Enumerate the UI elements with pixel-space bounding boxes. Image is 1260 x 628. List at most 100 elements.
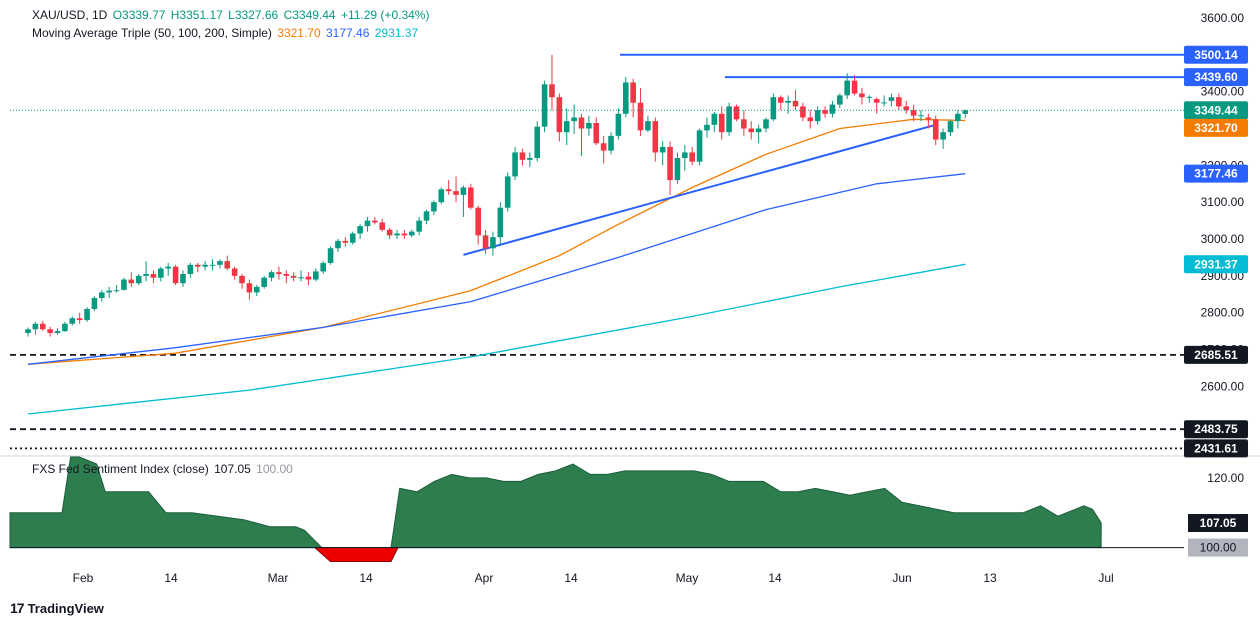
price-label-ma50: 3321.70 bbox=[1194, 121, 1238, 135]
price-label-last: 3349.44 bbox=[1194, 103, 1238, 117]
candle-body bbox=[741, 119, 747, 129]
close-value: C3349.44 bbox=[283, 8, 336, 22]
candle-body bbox=[62, 323, 68, 332]
candle-body bbox=[32, 323, 39, 330]
y-tick-label: 3000.00 bbox=[1201, 232, 1245, 246]
candle-body bbox=[851, 80, 858, 94]
candle-body bbox=[25, 329, 31, 333]
x-tick-label: Jun bbox=[892, 571, 911, 585]
candle-body bbox=[962, 110, 969, 114]
candle-body bbox=[165, 266, 172, 269]
indicator-label[interactable]: FXS Fed Sentiment Index (close) bbox=[32, 462, 209, 476]
candle-body bbox=[327, 248, 334, 263]
level-label: 2685.51 bbox=[1194, 348, 1238, 362]
x-tick-label: 14 bbox=[164, 571, 178, 585]
candle-body bbox=[571, 117, 577, 122]
candle-body bbox=[711, 113, 718, 125]
candle-body bbox=[504, 176, 511, 208]
candle-body bbox=[630, 82, 636, 103]
sentiment-base-label: 100.00 bbox=[1200, 541, 1237, 555]
tradingview-logo-icon: 17 bbox=[10, 600, 25, 616]
candle-body bbox=[349, 233, 356, 243]
candle-body bbox=[844, 80, 850, 96]
candle-body bbox=[873, 99, 880, 103]
ma-header: Moving Average Triple (50, 100, 200, Sim… bbox=[32, 26, 420, 40]
ohlc-header: XAU/USD, 1D O3339.77 H3351.17 L3327.66 C… bbox=[32, 8, 431, 22]
candle-body bbox=[718, 113, 725, 133]
ma200-value: 2931.37 bbox=[374, 26, 419, 40]
candle-body bbox=[239, 275, 245, 284]
level-label: 2431.61 bbox=[1194, 441, 1238, 455]
candle-body bbox=[209, 264, 216, 266]
tradingview-brand-name: TradingView bbox=[27, 600, 104, 616]
candle-body bbox=[150, 274, 157, 278]
candle-body bbox=[527, 157, 533, 160]
candle-body bbox=[246, 283, 253, 293]
level-label-box bbox=[1184, 420, 1248, 439]
candle-body bbox=[800, 106, 806, 118]
level-label: 2483.75 bbox=[1194, 422, 1238, 436]
candle-body bbox=[918, 115, 924, 117]
y-tick-label: 3600.00 bbox=[1201, 11, 1245, 25]
candle-body bbox=[578, 117, 585, 129]
x-tick-label: May bbox=[676, 571, 699, 585]
candle-body bbox=[158, 268, 164, 278]
candle-body bbox=[770, 97, 777, 120]
candle-body bbox=[172, 266, 179, 284]
candle-body bbox=[468, 187, 474, 208]
candle-body bbox=[829, 104, 836, 114]
candle-body bbox=[659, 146, 666, 153]
candle-body bbox=[674, 157, 681, 181]
price-label-last-box bbox=[1184, 101, 1248, 120]
candle-body bbox=[143, 274, 149, 276]
candle-body bbox=[888, 97, 895, 101]
x-tick-label: 14 bbox=[564, 571, 578, 585]
x-tick-label: 13 bbox=[983, 571, 997, 585]
candle-body bbox=[549, 84, 555, 98]
candle-body bbox=[394, 233, 400, 236]
candle-body bbox=[202, 264, 208, 267]
price-label-ma100-box bbox=[1184, 164, 1248, 183]
candle-body bbox=[106, 290, 112, 293]
candle-body bbox=[497, 207, 504, 238]
tradingview-logo[interactable]: 17 TradingView bbox=[10, 600, 104, 616]
candle-body bbox=[859, 93, 865, 98]
x-tick-label: Jul bbox=[1098, 571, 1113, 585]
candle-body bbox=[704, 124, 710, 131]
level-label-box bbox=[1184, 345, 1248, 364]
trendline bbox=[463, 123, 937, 256]
candle-body bbox=[401, 233, 408, 236]
level-label-box bbox=[1184, 45, 1248, 64]
candle-body bbox=[622, 82, 629, 114]
trendlines bbox=[463, 123, 937, 256]
ma50-line bbox=[27, 118, 966, 365]
candle-body bbox=[807, 117, 814, 122]
candle-body bbox=[785, 100, 791, 103]
ma-label[interactable]: Moving Average Triple (50, 100, 200, Sim… bbox=[32, 26, 272, 40]
candle-body bbox=[423, 211, 430, 221]
candle-body bbox=[822, 110, 828, 114]
candle-body bbox=[881, 102, 887, 104]
candle-body bbox=[253, 286, 260, 293]
candle-body bbox=[305, 276, 312, 280]
y-tick-label: 3100.00 bbox=[1201, 195, 1245, 209]
candle-body bbox=[320, 262, 326, 272]
candle-body bbox=[940, 132, 946, 140]
sentiment-y-tick: 120.00 bbox=[1207, 471, 1244, 485]
ma100-line bbox=[27, 173, 966, 365]
candle-body bbox=[792, 100, 799, 107]
candle-body bbox=[91, 297, 98, 310]
candle-body bbox=[748, 128, 755, 133]
candle-body bbox=[563, 121, 570, 133]
sentiment-area-negative bbox=[313, 547, 399, 562]
candle-body bbox=[932, 119, 939, 140]
level-label: 3500.14 bbox=[1194, 48, 1238, 62]
indicator-header: FXS Fed Sentiment Index (close) 107.05 1… bbox=[32, 462, 295, 476]
candle-body bbox=[814, 110, 821, 122]
symbol-label[interactable]: XAU/USD, 1D bbox=[32, 8, 108, 22]
sentiment-value-label-box bbox=[1188, 514, 1248, 533]
candle-body bbox=[121, 279, 127, 290]
candle-body bbox=[231, 268, 238, 276]
candlesticks bbox=[25, 54, 969, 337]
